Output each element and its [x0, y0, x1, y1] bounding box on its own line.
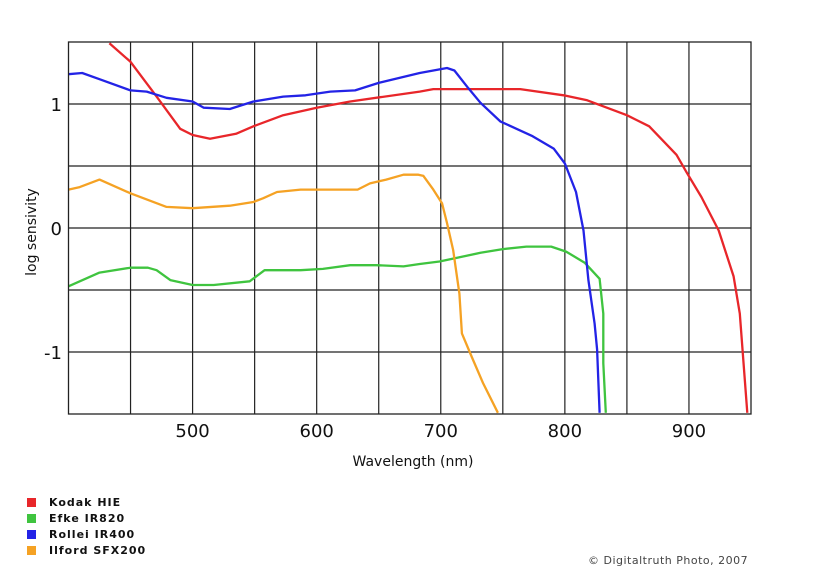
x-tick-label: 700 — [424, 421, 458, 442]
copyright-notice: © Digitaltruth Photo, 2007 — [588, 554, 749, 567]
y-tick-label: 1 — [51, 95, 62, 116]
legend: Kodak HIE Efke IR820 Rollei IR400 Ilford… — [27, 494, 146, 558]
legend-item-rollei-ir400: Rollei IR400 — [27, 526, 146, 542]
legend-item-efke-ir820: Efke IR820 — [27, 510, 146, 526]
x-axis-label: Wavelength (nm) — [353, 454, 474, 470]
y-tick-label: 0 — [51, 219, 62, 240]
series-line-ilford-sfx200 — [68, 173, 499, 414]
series-line-kodak-hie — [108, 42, 749, 413]
tick-labels: 500 600 700 800 900 1 0 -1 — [44, 95, 706, 442]
legend-label: Rollei IR400 — [49, 527, 136, 541]
x-tick-label: 600 — [300, 421, 334, 442]
legend-swatch — [27, 545, 36, 555]
legend-swatch — [27, 513, 36, 523]
legend-label: Ilford SFX200 — [49, 543, 147, 557]
legend-item-kodak-hie: Kodak HIE — [27, 494, 146, 510]
legend-label: Efke IR820 — [49, 511, 126, 525]
legend-swatch — [27, 497, 36, 507]
series-line-rollei-ir400 — [68, 66, 601, 413]
legend-swatch — [27, 529, 36, 539]
x-tick-label: 500 — [175, 421, 209, 442]
x-tick-label: 900 — [672, 421, 706, 442]
y-axis-label: log sensivity — [24, 188, 40, 276]
plot-frame — [67, 41, 752, 415]
legend-label: Kodak HIE — [49, 495, 122, 509]
grid — [68, 42, 751, 414]
legend-item-ilford-sfx200: Ilford SFX200 — [27, 542, 146, 558]
y-tick-label: -1 — [44, 343, 62, 364]
series-line-efke-ir820 — [68, 245, 607, 413]
series-lines — [68, 42, 749, 414]
x-tick-label: 800 — [548, 421, 582, 442]
